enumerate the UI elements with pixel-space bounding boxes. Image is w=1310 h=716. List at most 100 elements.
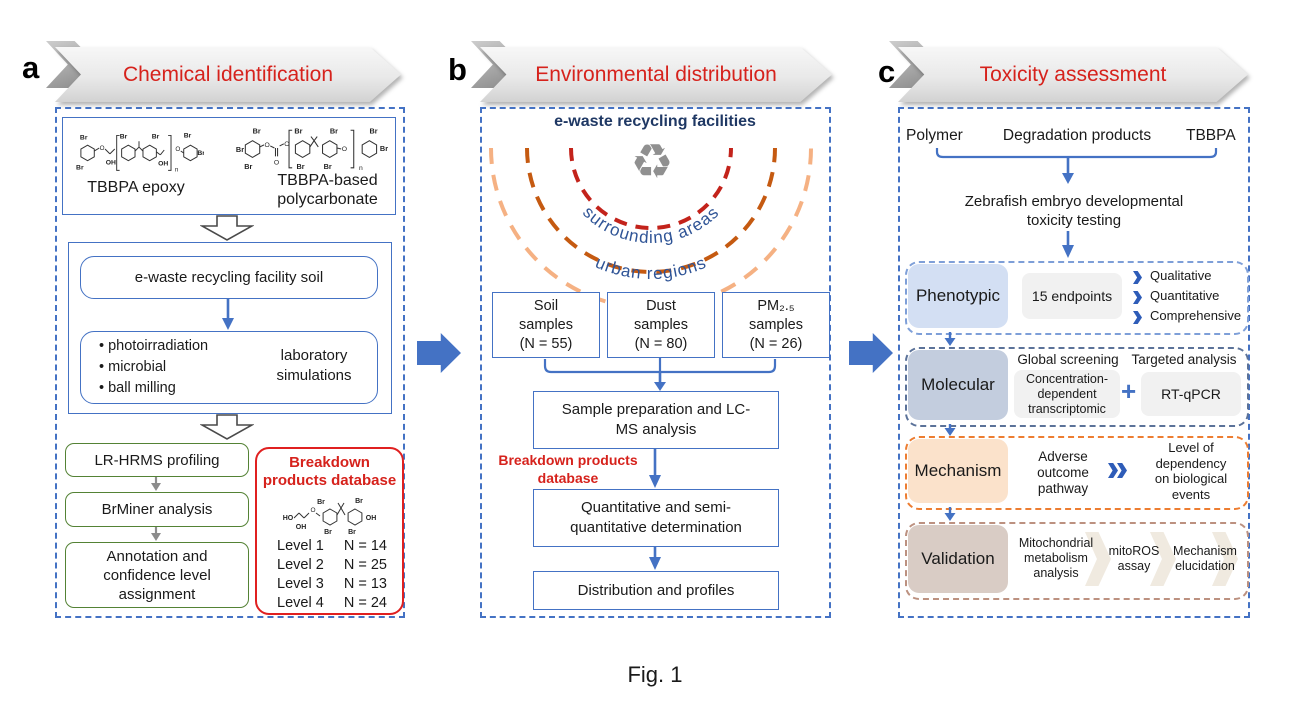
panel-b-label: b	[448, 52, 467, 87]
step-lr-hrms: LR-HRMS profiling	[65, 443, 249, 477]
atom-label: Br	[324, 529, 332, 535]
outcome-quantitative: Quantitative	[1150, 288, 1220, 303]
panel-c-border	[898, 107, 1250, 618]
validation-label-box: Validation	[908, 525, 1008, 593]
input-tbbpa: TBBPA	[1186, 127, 1236, 144]
step-annotation: Annotation and confidence level assignme…	[65, 542, 249, 608]
atom-label: Br	[244, 162, 252, 171]
distribution-text: Distribution and profiles	[577, 582, 735, 599]
level-count: N = 13	[343, 576, 387, 592]
global-screening-header: Global screening	[1017, 352, 1119, 367]
banner-c-shape: Toxicity assessment	[898, 47, 1248, 102]
atom-label: Br	[184, 132, 192, 139]
arrow-down-icon	[222, 298, 234, 330]
polycarbonate-label: TBBPA-based polycarbonate	[277, 172, 378, 208]
double-chevron-icon	[1108, 463, 1118, 478]
transcriptomic-text: Concentration- dependent transcriptomic	[1026, 371, 1108, 416]
molecular-row	[905, 347, 1249, 427]
transcriptomic-box: Concentration- dependent transcriptomic	[1014, 370, 1120, 418]
soil-source-text: e-waste recycling facility soil	[134, 269, 324, 286]
atom-label: Br	[330, 126, 338, 135]
atom-label: Br	[355, 498, 363, 505]
arrow-down-icon	[1062, 231, 1074, 258]
level-label: Level 3	[277, 576, 324, 592]
mechanism-elucidation-label: Mechanism elucidation	[1173, 544, 1237, 573]
outcome-qualitative: Qualitative	[1150, 268, 1212, 283]
atom-label: O	[264, 142, 269, 149]
soil-samples-text: Soil samples (N = 55)	[519, 297, 573, 352]
panel-a-border	[55, 107, 405, 618]
atom-label: O	[310, 507, 315, 514]
breakdown-product-structure: HO OH O Br Br Br Br OH	[282, 498, 376, 535]
atom-label: Br	[348, 529, 356, 535]
level-count: N = 25	[343, 557, 387, 573]
level-label: Level 2	[277, 557, 324, 573]
pm25-samples-box: PM₂.₅ samples (N = 26)	[722, 292, 830, 358]
gray-arrow-down-icon	[151, 477, 161, 491]
banner-a: Chemical identification	[55, 47, 401, 102]
outcome-comprehensive: Comprehensive	[1150, 308, 1242, 323]
atom-label: O	[342, 146, 347, 153]
level-label: Level 1	[277, 538, 324, 554]
mechanism-label: Mechanism	[914, 461, 1002, 480]
soil-source-box: e-waste recycling facility soil	[80, 256, 378, 299]
rtqpcr-box: RT-qPCR	[1141, 372, 1241, 416]
atom-label: Br	[324, 162, 332, 171]
dependency-label: Level of dependency on biological events	[1154, 440, 1228, 502]
levels-list: Level 1 N = 14 Level 2 N = 25 Level 3 N …	[257, 535, 402, 613]
bullet-item: ball milling	[99, 378, 208, 399]
atom-label: OH	[158, 161, 168, 168]
tbbpa-polycarbonate-structure: Br Br Br O O O Br Br Br Br O n Br Br	[236, 126, 388, 172]
simulation-bullet-list: photoirradiation microbial ball milling	[99, 336, 208, 399]
atom-label: Br	[317, 499, 325, 506]
atom-label: Br	[80, 134, 88, 141]
targeted-analysis-header: Targeted analysis	[1131, 352, 1237, 367]
chevron-right-icon	[1133, 291, 1142, 304]
rtqpcr-text: RT-qPCR	[1161, 386, 1221, 402]
panel-b-border	[480, 107, 831, 618]
hollow-down-arrow-icon	[200, 414, 254, 440]
tbbpa-epoxy-structure: Br Br O OH Br Br OH n O Br Br	[76, 132, 204, 173]
level-count: N = 24	[343, 595, 387, 611]
gray-arrow-down-icon	[151, 527, 161, 541]
atom-label: O	[274, 160, 279, 167]
bullet-item: photoirradiation	[99, 336, 208, 357]
level-row: Level 1 N = 14	[277, 537, 387, 556]
panel-a-label: a	[22, 50, 40, 85]
validation-label: Validation	[921, 549, 995, 568]
plus-icon: +	[1121, 376, 1137, 406]
phenotypic-label: Phenotypic	[915, 286, 1001, 305]
double-chevron-icon	[1117, 463, 1127, 478]
phenotypic-label-box: Phenotypic	[908, 264, 1008, 328]
mito-metabolism-label: Mitochondrial metabolism analysis	[1018, 536, 1094, 580]
level-label: Level 4	[277, 595, 324, 611]
atom-label: Br	[296, 162, 304, 171]
recycling-icon: ♻	[630, 136, 674, 189]
figure-caption: Fig. 1	[627, 662, 683, 687]
atom-label: OH	[106, 160, 116, 167]
banner-c-title: Toxicity assessment	[979, 62, 1167, 86]
mechanism-row	[905, 436, 1249, 510]
step-brminer: BrMiner analysis	[65, 492, 249, 527]
banner-b-shape: Environmental distribution	[480, 47, 832, 102]
soil-samples-box: Soil samples (N = 55)	[492, 292, 600, 358]
step-text: Annotation and confidence level assignme…	[103, 547, 211, 603]
atom-label: n	[359, 165, 363, 172]
arrow-down-icon	[944, 424, 956, 436]
step-text: BrMiner analysis	[101, 501, 213, 518]
input-polymer: Polymer	[906, 127, 963, 144]
dust-samples-text: Dust samples (N = 80)	[634, 297, 688, 352]
breakdown-db-box: Breakdown products database HO OH O Br B…	[255, 447, 404, 615]
banner-a-shape: Chemical identification	[55, 47, 401, 102]
atom-label: Br	[120, 133, 128, 140]
molecular-label: Molecular	[921, 375, 995, 394]
input-degradation-products: Degradation products	[1002, 127, 1152, 144]
bullet-item: microbial	[99, 357, 208, 378]
endpoints-text: 15 endpoints	[1031, 288, 1113, 304]
atom-label: Br	[197, 150, 204, 157]
atom-label: Br	[380, 144, 388, 153]
arrow-down-icon	[649, 449, 661, 488]
distribution-box: Distribution and profiles	[533, 571, 779, 610]
breakdown-db-ref-label: Breakdown products database	[498, 452, 638, 486]
lab-simulations-label: laboratory simulations	[276, 347, 352, 384]
